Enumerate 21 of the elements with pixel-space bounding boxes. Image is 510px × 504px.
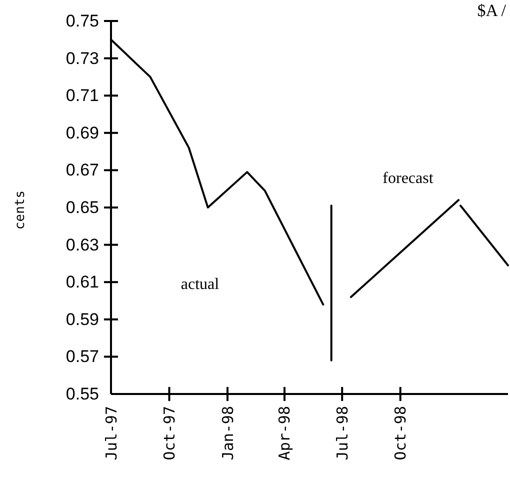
x-tick-label: Oct-98 [392,406,410,460]
y-axis-title: cents [13,190,28,230]
y-tick-label: 0.67 [66,160,99,180]
y-tick-label: 0.65 [66,198,99,217]
y-tick-label: 0.75 [66,11,99,30]
y-tick-label: 0.63 [66,235,99,254]
y-tick-label: 0.71 [66,86,99,106]
y-tick-label: 0.73 [66,48,99,68]
x-tick-label: Jul-98 [333,406,352,460]
y-tick-label: 0.59 [66,310,99,329]
annotation: forecast [382,170,434,187]
x-tick-label: Apr-98 [276,406,294,460]
y-tick-label: 0.69 [66,123,99,142]
x-tick-label: Oct-97 [160,406,178,460]
y-tick-label: 0.55 [66,384,99,404]
y-tick-label: 0.61 [66,272,99,292]
x-tick-label: Jul-97 [102,406,120,460]
chart-title: $A / [477,1,506,20]
y-tick-label: 0.57 [66,347,99,366]
x-tick-label: Jan-98 [218,406,237,460]
annotation: actual [180,276,220,293]
